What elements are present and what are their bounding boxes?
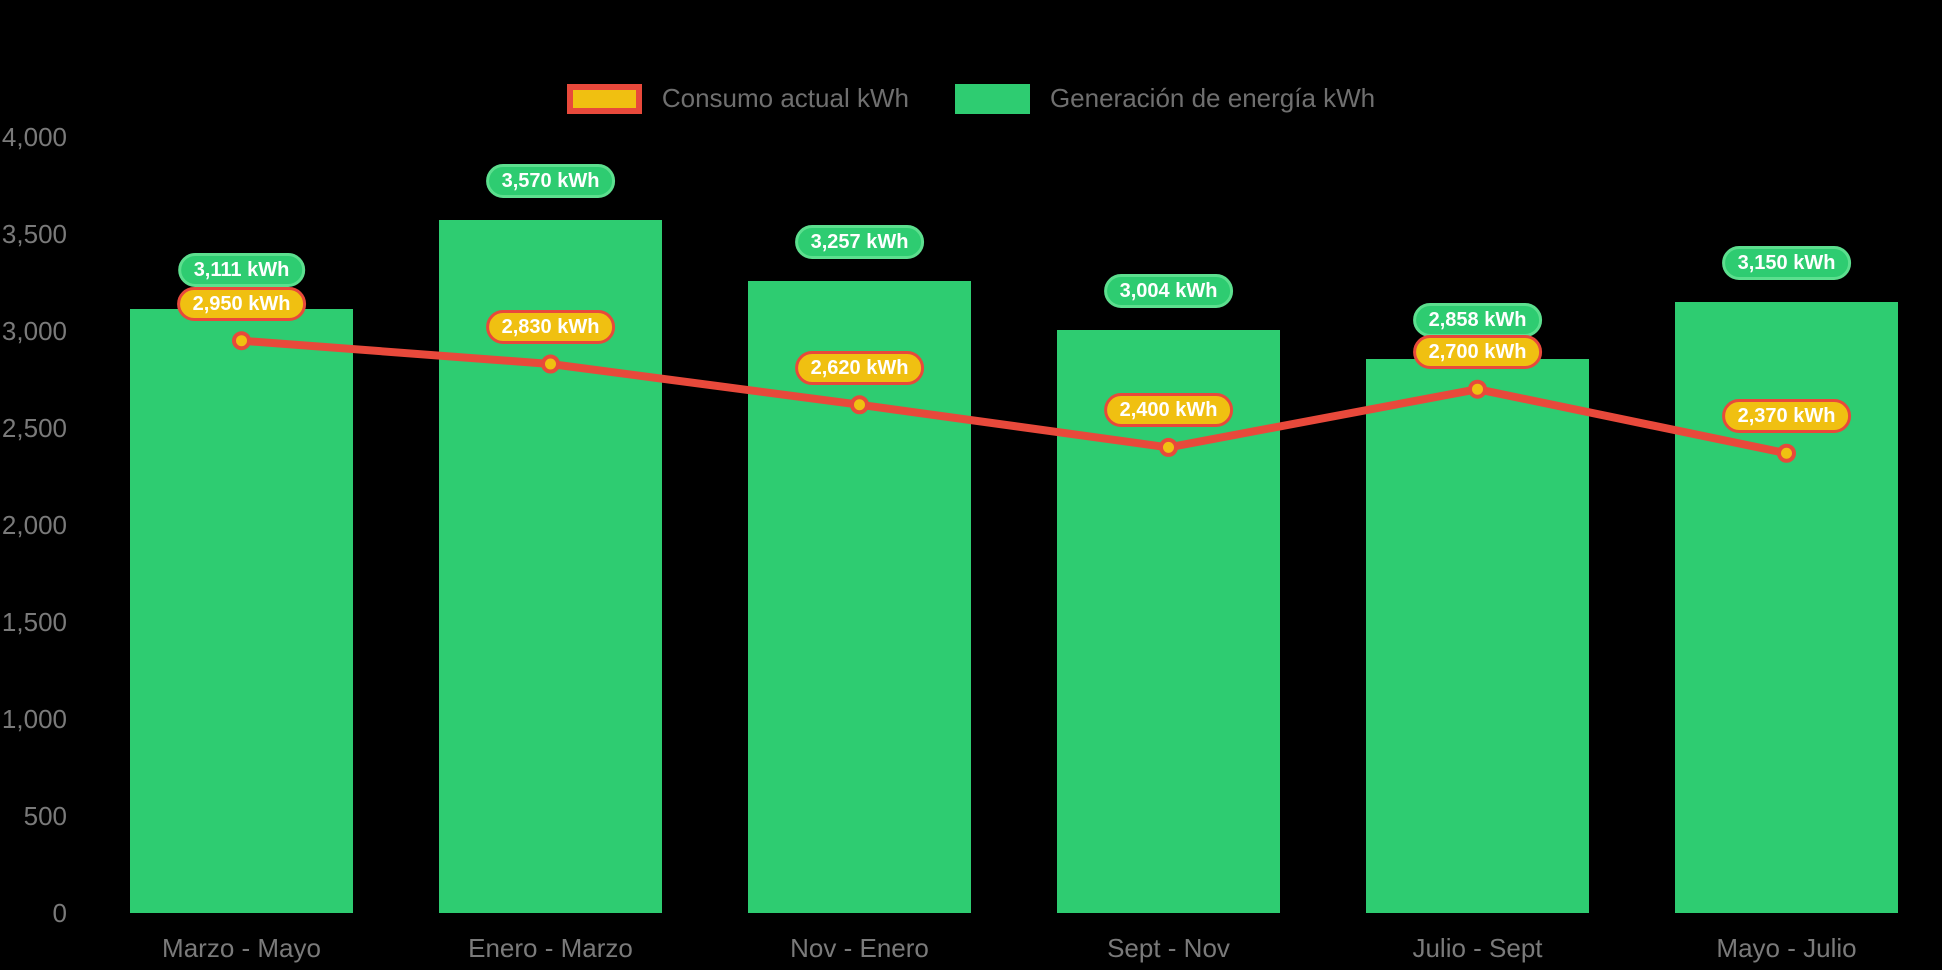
y-axis-tick-label: 500 — [23, 801, 67, 831]
generation-bar[interactable] — [130, 309, 353, 913]
y-axis-tick-label: 0 — [52, 898, 67, 928]
legend-label-consumo: Consumo actual kWh — [661, 83, 909, 113]
legend-item-consumo[interactable]: Consumo actual kWh — [566, 83, 909, 114]
generation-value-badge: 3,150 kWh — [1721, 245, 1852, 280]
legend: Consumo actual kWh Generación de energía… — [0, 83, 1942, 114]
generation-bar[interactable] — [1366, 358, 1589, 913]
consumption-value-badge: 2,620 kWh — [794, 350, 925, 385]
x-axis-label: Julio - Sept — [1412, 933, 1543, 963]
consumption-value-badge: 2,700 kWh — [1412, 335, 1543, 370]
consumption-value-badge: 2,830 kWh — [485, 309, 616, 344]
y-axis-tick-label: 1,500 — [1, 607, 67, 637]
generation-value-badge: 3,111 kWh — [177, 253, 306, 288]
x-axis-label: Nov - Enero — [790, 933, 929, 963]
y-axis-tick-label: 3,000 — [1, 316, 67, 346]
generation-value-badge: 3,004 kWh — [1103, 274, 1234, 309]
consumption-value-badge: 2,370 kWh — [1721, 399, 1852, 434]
x-axis-label: Marzo - Mayo — [162, 933, 321, 963]
generation-value-badge: 3,570 kWh — [485, 164, 616, 199]
legend-label-generacion: Generación de energía kWh — [1049, 83, 1376, 113]
x-axis-label: Mayo - Julio — [1716, 933, 1857, 963]
legend-item-generacion[interactable]: Generación de energía kWh — [954, 83, 1376, 114]
generation-bar[interactable] — [1675, 301, 1898, 913]
generation-value-badge: 2,858 kWh — [1412, 302, 1543, 337]
generacion-bar-swatch-icon — [954, 83, 1030, 114]
x-axis-label: Sept - Nov — [1107, 933, 1230, 963]
y-axis-tick-label: 2,000 — [1, 510, 67, 540]
consumo-line-swatch-icon — [566, 83, 642, 114]
y-axis-tick-label: 1,000 — [1, 704, 67, 734]
y-axis-tick-label: 3,500 — [1, 219, 67, 249]
consumption-value-badge: 2,400 kWh — [1103, 393, 1234, 428]
generation-value-badge: 3,257 kWh — [794, 225, 925, 260]
y-axis-tick-label: 2,500 — [1, 413, 67, 443]
x-axis-label: Enero - Marzo — [468, 933, 633, 963]
consumption-value-badge: 2,950 kWh — [176, 286, 307, 321]
y-axis-tick-label: 4,000 — [1, 122, 67, 152]
